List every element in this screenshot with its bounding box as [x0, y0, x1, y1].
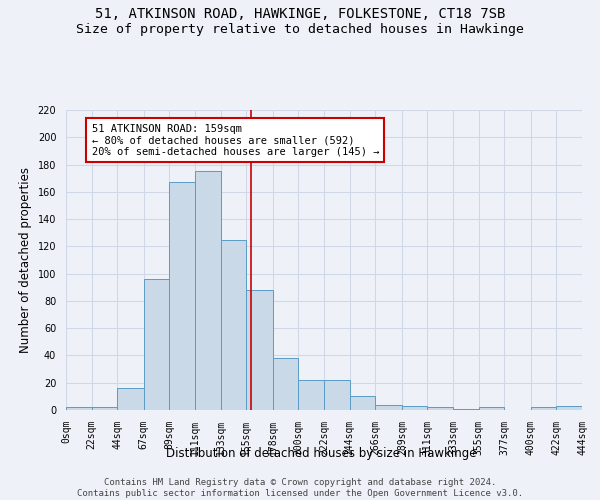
Text: Contains HM Land Registry data © Crown copyright and database right 2024.
Contai: Contains HM Land Registry data © Crown c… [77, 478, 523, 498]
Bar [221, 240, 246, 410]
Bar [169, 182, 195, 410]
Text: 51, ATKINSON ROAD, HAWKINGE, FOLKESTONE, CT18 7SB: 51, ATKINSON ROAD, HAWKINGE, FOLKESTONE,… [95, 8, 505, 22]
Bar [556, 406, 582, 410]
Bar [402, 406, 427, 410]
Bar [246, 290, 273, 410]
Bar [453, 408, 479, 410]
Text: 51 ATKINSON ROAD: 159sqm
← 80% of detached houses are smaller (592)
20% of semi-: 51 ATKINSON ROAD: 159sqm ← 80% of detach… [92, 124, 379, 157]
Bar [350, 396, 375, 410]
Bar [66, 408, 92, 410]
Bar [375, 404, 402, 410]
Bar [324, 380, 350, 410]
Bar [92, 408, 117, 410]
Bar [479, 408, 504, 410]
Bar [195, 172, 221, 410]
Bar [427, 408, 453, 410]
Bar [117, 388, 144, 410]
Text: Size of property relative to detached houses in Hawkinge: Size of property relative to detached ho… [76, 22, 524, 36]
Y-axis label: Number of detached properties: Number of detached properties [19, 167, 32, 353]
Text: Distribution of detached houses by size in Hawkinge: Distribution of detached houses by size … [166, 448, 476, 460]
Bar [531, 408, 556, 410]
Bar [144, 279, 169, 410]
Bar [298, 380, 324, 410]
Bar [273, 358, 298, 410]
